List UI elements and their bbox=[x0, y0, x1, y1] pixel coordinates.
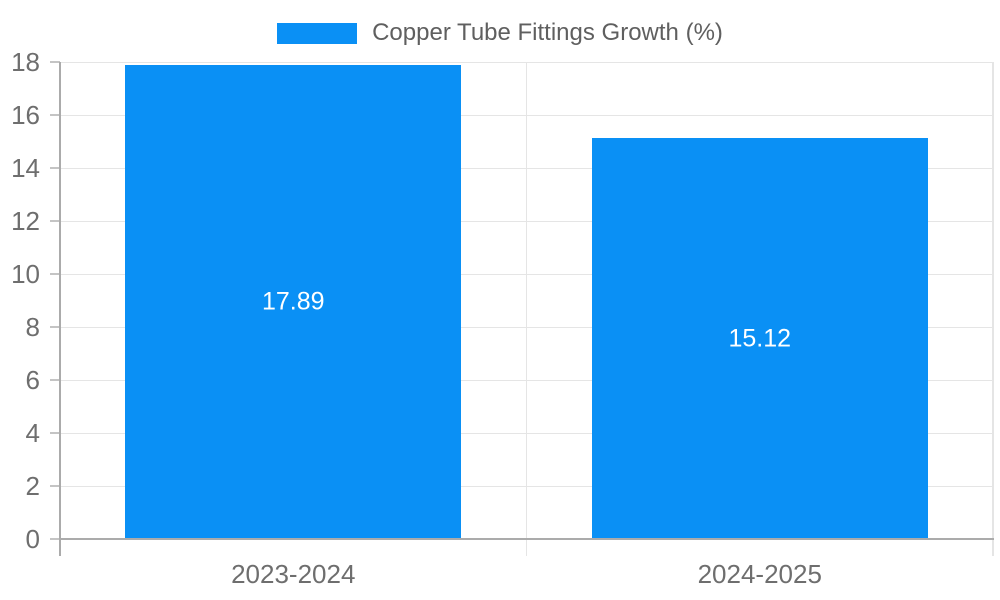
y-tick-label: 8 bbox=[25, 312, 40, 342]
y-tick bbox=[50, 61, 60, 63]
y-tick-label: 14 bbox=[11, 153, 40, 183]
bar-value-label: 17.89 bbox=[261, 287, 325, 316]
y-tick-label: 16 bbox=[11, 100, 40, 130]
y-tick-label: 10 bbox=[11, 259, 40, 289]
x-gridline bbox=[992, 62, 994, 556]
bar-value-label: 15.12 bbox=[728, 324, 792, 353]
y-tick bbox=[50, 114, 60, 117]
y-axis-line bbox=[59, 62, 61, 556]
y-tick-label: 2 bbox=[25, 471, 40, 501]
x-axis-label: 2023-2024 bbox=[231, 559, 356, 589]
x-axis-line bbox=[59, 538, 994, 540]
y-tick bbox=[50, 485, 60, 488]
y-tick-label: 18 bbox=[11, 47, 40, 77]
x-gridline bbox=[525, 62, 527, 556]
y-tick bbox=[50, 538, 60, 540]
y-tick-label: 0 bbox=[25, 524, 40, 554]
y-tick bbox=[50, 220, 60, 223]
y-tick-label: 6 bbox=[25, 365, 40, 396]
legend-swatch bbox=[277, 22, 358, 44]
y-tick-label: 4 bbox=[25, 418, 40, 448]
y-tick bbox=[50, 273, 60, 275]
legend: Copper Tube Fittings Growth (%) bbox=[0, 21, 1000, 45]
y-tick bbox=[50, 379, 60, 382]
plot-area: 0 2 4 6 8 10 12 14 16 18 17.89 2023-2024 15.12 2024-2… bbox=[11, 49, 994, 587]
bar-2023-2024: 17.89 bbox=[125, 64, 462, 539]
x-axis-label: 2024-2025 bbox=[697, 559, 822, 589]
y-tick-label: 12 bbox=[11, 206, 40, 237]
y-tick bbox=[50, 432, 60, 435]
y-tick bbox=[50, 326, 60, 329]
y-tick bbox=[50, 167, 60, 169]
bar-2024-2025: 15.12 bbox=[591, 138, 928, 539]
legend-label: Copper Tube Fittings Growth (%) bbox=[372, 19, 723, 46]
